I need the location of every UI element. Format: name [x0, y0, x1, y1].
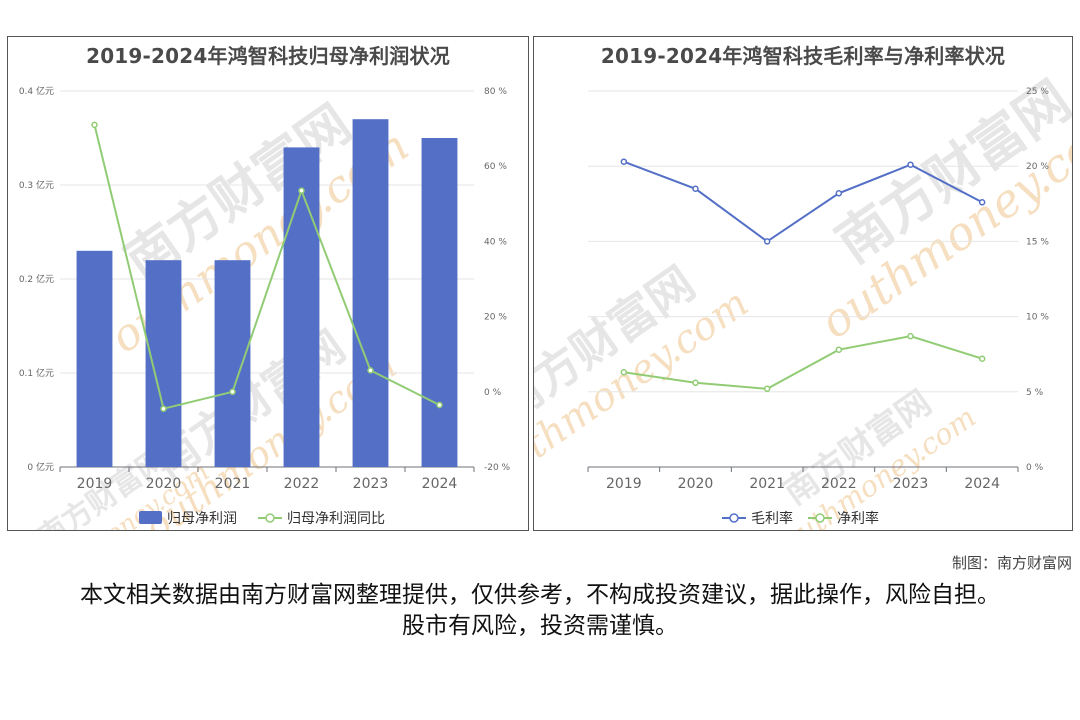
y-right-tick-label: 25 % [1026, 87, 1049, 97]
point-gross-margin-2019 [620, 158, 628, 165]
bar-2023 [352, 119, 389, 467]
legend-gross-label: 毛利率 [751, 510, 793, 527]
y-left-tick-label: 0.4 亿元 [19, 85, 54, 97]
x-tick-label: 2021 [749, 476, 785, 492]
left-chart-panel: 南方财富网outhmoney.com南方财富网outhmoney.com南方财富… [7, 36, 529, 531]
point-gross-margin-2022 [835, 190, 843, 197]
y-right-tick-label: 0 % [484, 388, 502, 398]
point-net-margin-2023 [907, 332, 914, 340]
line-net-margin [623, 335, 983, 390]
x-tick-label: 2023 [893, 476, 929, 492]
left-chart-title: 2019-2024年鸿智科技归母净利润状况 [86, 44, 450, 68]
x-tick-label: 2022 [821, 476, 857, 492]
y-left-tick-label: 0.2 亿元 [19, 273, 54, 285]
line-yoy [93, 124, 440, 410]
y-right-tick-label: 80 % [484, 87, 507, 97]
point-net-margin-2024 [978, 355, 986, 362]
right-chart-title: 2019-2024年鸿智科技毛利率与净利率状况 [600, 44, 1006, 68]
bar-2019 [76, 250, 113, 467]
y-right-tick-label: 20 % [484, 313, 507, 323]
y-right-tick-label: 5 % [1026, 388, 1044, 398]
point-yoy-2020 [160, 405, 167, 412]
x-tick-label: 2024 [422, 476, 458, 492]
right-chart-panel: 南方财富网 outhmoney.com 南方财富网 outhmoney.com 南方财富… [533, 36, 1073, 531]
point-gross-margin-2021 [763, 238, 771, 245]
x-tick-label: 2023 [353, 476, 389, 492]
legend-line-label: 归母净利润同比 [287, 510, 385, 527]
y-left-tick-label: 0 亿元 [27, 461, 54, 473]
x-tick-label: 2022 [284, 476, 320, 492]
point-net-margin-2021 [763, 385, 771, 393]
x-tick-label: 2019 [606, 476, 642, 492]
point-yoy-2023 [367, 367, 374, 374]
y-left-tick-label: 0.1 亿元 [19, 367, 54, 379]
x-tick-label: 2024 [964, 476, 1000, 492]
y-right-tick-label: 40 % [484, 237, 507, 247]
y-left-tick-label: 0.3 亿元 [19, 179, 54, 191]
point-net-margin-2020 [692, 379, 699, 387]
point-gross-margin-2023 [907, 161, 914, 168]
x-tick-label: 2019 [77, 476, 113, 492]
legend-bar-swatch [139, 511, 162, 524]
legend-line-marker [265, 513, 275, 523]
bar-2022 [283, 147, 320, 467]
y-right-tick-label: -20 % [484, 463, 511, 473]
chart-credit: 制图：南方财富网 [951, 554, 1072, 572]
point-yoy-2024 [436, 401, 443, 409]
point-gross-margin-2024 [978, 199, 986, 206]
point-net-margin-2019 [620, 368, 628, 376]
legend-net-marker [815, 513, 825, 523]
x-tick-label: 2020 [678, 476, 714, 492]
x-tick-label: 2020 [146, 476, 182, 492]
disclaimer-text: 本文相关数据由南方财富网整理提供，仅供参考，不构成投资建议，据此操作，风险自担。… [80, 582, 1000, 639]
point-yoy-2021 [229, 388, 236, 396]
y-right-tick-label: 0 % [1026, 463, 1044, 473]
y-right-tick-label: 60 % [484, 162, 507, 172]
x-tick-label: 2021 [215, 476, 251, 492]
point-gross-margin-2020 [692, 185, 699, 193]
y-right-tick-label: 15 % [1026, 237, 1049, 247]
legend-net-label: 净利率 [837, 510, 879, 527]
legend-bar-label: 归母净利润 [167, 510, 237, 527]
point-net-margin-2022 [835, 346, 843, 353]
y-right-tick-label: 20 % [1026, 162, 1049, 172]
point-yoy-2019 [91, 121, 98, 129]
left-chart-svg: 南方财富网outhmoney.com南方财富网outhmoney.com南方财富… [19, 85, 511, 530]
bar-2024 [421, 138, 458, 467]
legend-gross-marker [729, 513, 739, 523]
bar-2020 [145, 260, 182, 467]
bar-2021 [214, 260, 251, 467]
point-yoy-2022 [298, 187, 305, 194]
line-gross-margin [623, 160, 983, 243]
y-right-tick-label: 10 % [1026, 313, 1049, 323]
